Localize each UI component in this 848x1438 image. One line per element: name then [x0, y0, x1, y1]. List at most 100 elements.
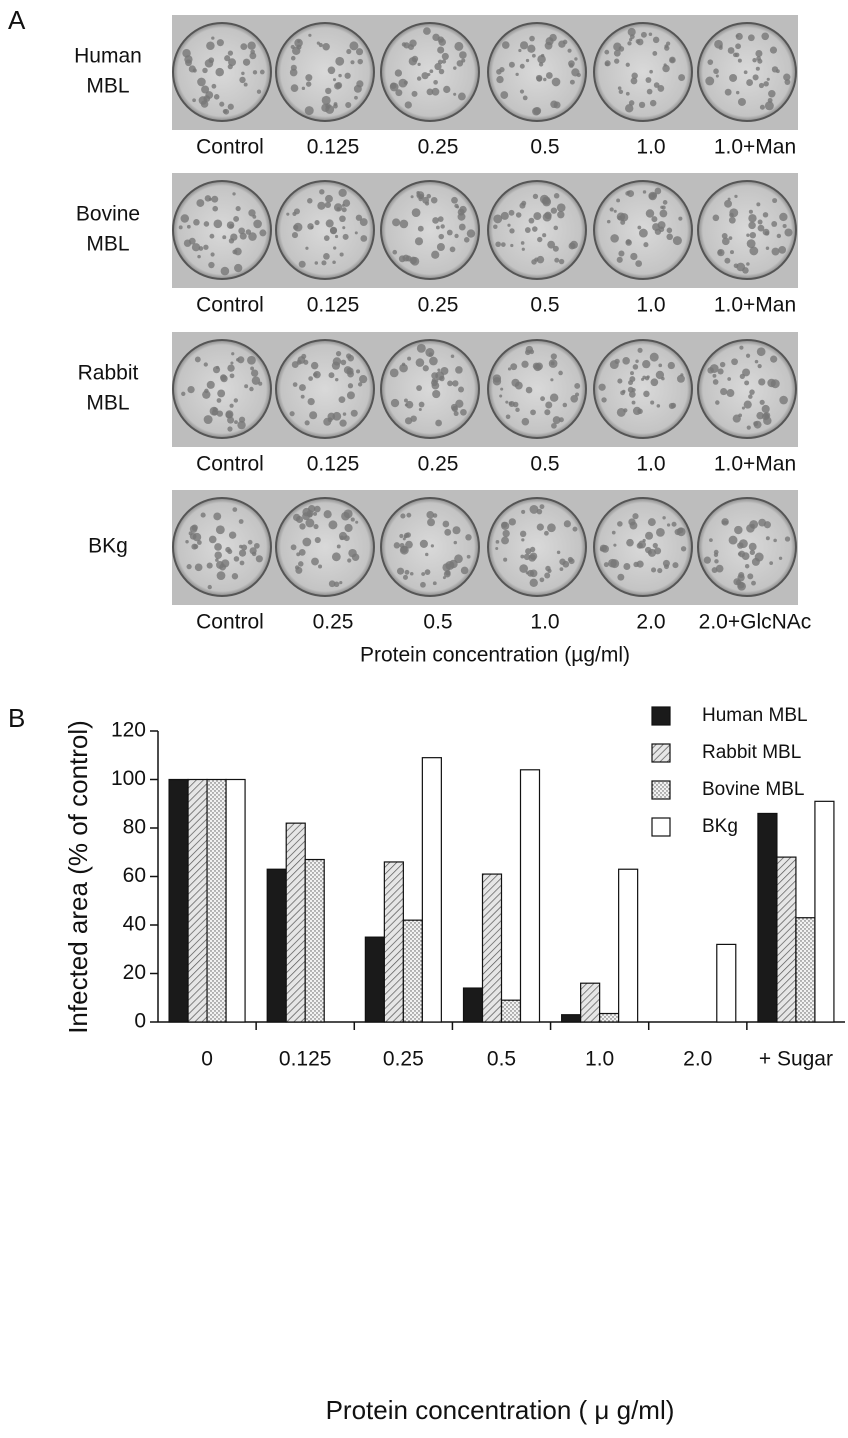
- plaque: [455, 366, 463, 374]
- plaque: [244, 384, 249, 389]
- plaque: [227, 103, 234, 110]
- plaque: [398, 255, 406, 263]
- plaque: [233, 398, 239, 403]
- plaque: [345, 102, 352, 109]
- y-tick-label: 60: [123, 864, 146, 887]
- plaque: [356, 369, 361, 374]
- plaque: [648, 32, 653, 36]
- plaque: [761, 32, 770, 41]
- plaque: [259, 69, 265, 75]
- plaque: [416, 385, 423, 391]
- plaque: [500, 91, 509, 99]
- plaque: [342, 412, 347, 416]
- plaque: [554, 257, 560, 263]
- plaque: [525, 58, 530, 63]
- x-tick-label: 0.125: [279, 1048, 332, 1071]
- plaque: [718, 45, 723, 50]
- plaque: [342, 226, 346, 230]
- well: [275, 339, 375, 439]
- plaque: [678, 216, 683, 221]
- plaque: [657, 85, 665, 92]
- plaque: [463, 237, 470, 243]
- plaque: [208, 535, 217, 544]
- plaque: [441, 59, 447, 64]
- plaque: [431, 250, 440, 259]
- column-label: 1.0: [636, 453, 665, 476]
- plaque: [443, 570, 451, 578]
- legend-swatch: [651, 780, 671, 800]
- plaque: [307, 397, 315, 406]
- plaque: [712, 214, 720, 222]
- plaque: [432, 389, 441, 399]
- plaque: [213, 219, 223, 229]
- plaque: [633, 561, 639, 568]
- plaque: [739, 345, 744, 350]
- plaque: [301, 353, 307, 359]
- plaque: [247, 355, 256, 365]
- plaque: [563, 520, 571, 528]
- plaque: [727, 377, 732, 381]
- plaque: [707, 367, 714, 374]
- plaque: [456, 205, 460, 209]
- plaque: [556, 550, 561, 555]
- plaque: [749, 231, 757, 239]
- column-label: 1.0+Man: [714, 453, 796, 476]
- plaque: [181, 391, 186, 396]
- plaque: [576, 72, 581, 78]
- plaque: [531, 53, 536, 58]
- plaque: [567, 48, 572, 53]
- plaque: [294, 38, 303, 48]
- plaque: [185, 540, 189, 544]
- plaque: [459, 51, 467, 59]
- plaque: [399, 533, 404, 539]
- plaque: [360, 235, 368, 242]
- column-label: 2.0+GlcNAc: [699, 611, 812, 634]
- plaque: [460, 408, 467, 416]
- plaque: [216, 398, 222, 403]
- plaque: [544, 409, 551, 416]
- legend-label: Bovine MBL: [702, 779, 804, 800]
- plaque: [323, 235, 330, 241]
- plaque: [660, 205, 664, 209]
- plaque: [764, 101, 774, 111]
- plaque: [390, 398, 400, 408]
- plaque: [721, 518, 729, 526]
- row-label: Human: [74, 45, 142, 68]
- plaque: [328, 372, 335, 379]
- plaque: [550, 361, 555, 366]
- plaque: [628, 518, 636, 526]
- plaque: [721, 232, 728, 239]
- plaque: [417, 62, 421, 66]
- plaque: [222, 109, 228, 114]
- plaque: [451, 196, 458, 204]
- plaque: [733, 52, 738, 58]
- plaque: [515, 72, 519, 77]
- plaque: [459, 205, 467, 214]
- plaque: [347, 383, 354, 389]
- plaque: [507, 367, 512, 371]
- plaque: [393, 542, 401, 549]
- plaque: [204, 59, 214, 68]
- plaque: [401, 42, 407, 47]
- plaque: [609, 360, 619, 370]
- plaque: [609, 207, 614, 212]
- plaque: [741, 406, 745, 410]
- plaque: [318, 42, 323, 48]
- plaque: [346, 391, 355, 400]
- plaque: [519, 63, 525, 69]
- plaque: [333, 246, 337, 250]
- plaque: [225, 546, 231, 553]
- plaque: [748, 394, 753, 399]
- plaque: [340, 359, 347, 366]
- plaque: [304, 420, 310, 426]
- plaque: [197, 77, 206, 87]
- plaque: [522, 95, 528, 101]
- plaque: [734, 194, 738, 199]
- plaque: [314, 537, 321, 544]
- plaque: [532, 362, 540, 370]
- plaque: [765, 246, 770, 250]
- plaque: [403, 80, 408, 85]
- plaque: [645, 531, 654, 540]
- plaque: [207, 584, 212, 590]
